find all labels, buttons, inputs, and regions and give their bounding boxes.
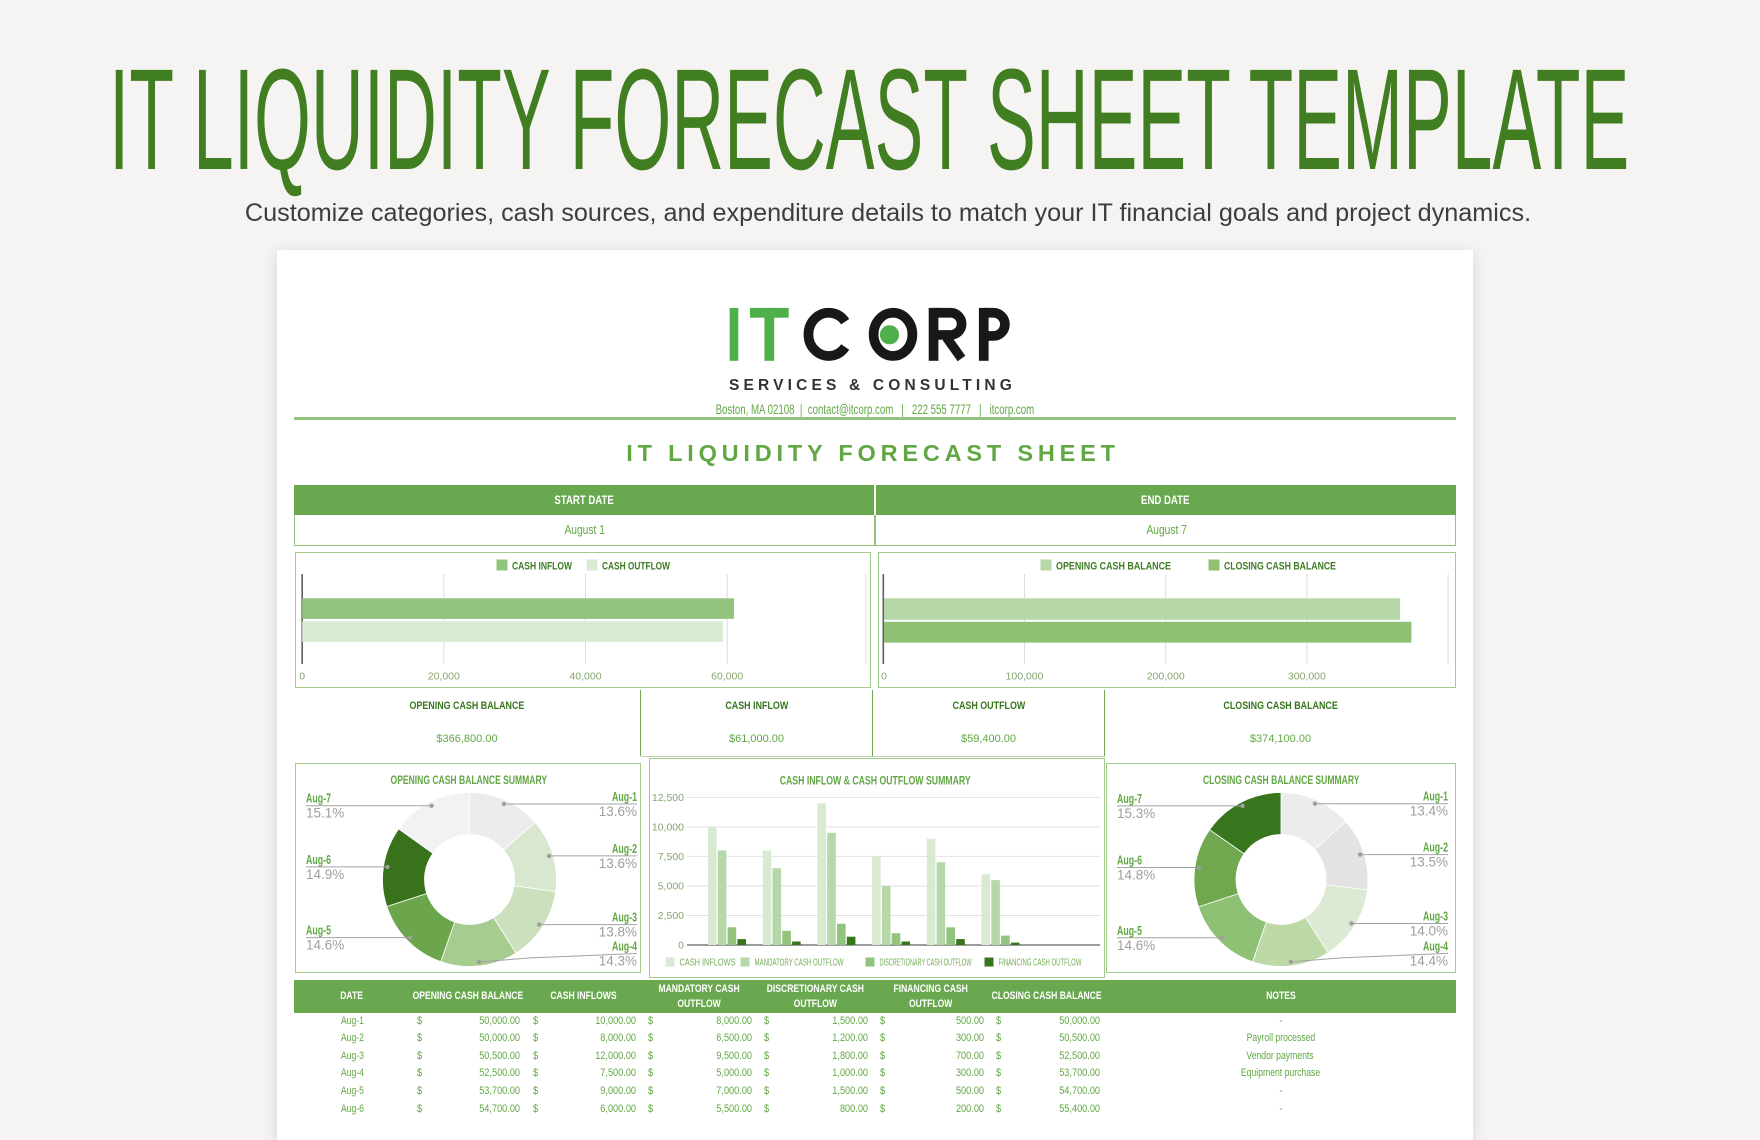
svg-text:10,000: 10,000	[652, 821, 684, 833]
svg-text:2,500: 2,500	[658, 910, 684, 922]
svg-text:CASH INFLOW: CASH INFLOW	[512, 561, 572, 573]
svg-text:Aug-7: Aug-7	[306, 791, 331, 806]
svg-text:0: 0	[881, 671, 887, 683]
svg-text:CLOSING CASH BALANCE SUMMARY: CLOSING CASH BALANCE SUMMARY	[1203, 775, 1360, 787]
svg-text:7,500: 7,500	[658, 851, 684, 863]
svg-text:13.5%: 13.5%	[1410, 855, 1448, 870]
svg-text:13.4%: 13.4%	[1410, 804, 1448, 819]
svg-text:14.0%: 14.0%	[1410, 924, 1448, 939]
svg-text:14.4%: 14.4%	[1410, 953, 1448, 968]
svg-text:CASH OUTFLOW: CASH OUTFLOW	[602, 561, 670, 573]
svg-text:OPENING CASH BALANCE SUMMARY: OPENING CASH BALANCE SUMMARY	[391, 775, 548, 787]
svg-text:Aug-2: Aug-2	[1423, 840, 1448, 855]
svg-text:15.1%: 15.1%	[306, 806, 344, 821]
svg-text:300,000: 300,000	[1288, 671, 1326, 683]
svg-text:0: 0	[678, 940, 684, 952]
svg-text:14.3%: 14.3%	[599, 954, 637, 969]
svg-text:Aug-1: Aug-1	[1423, 789, 1448, 804]
svg-text:14.9%: 14.9%	[306, 867, 344, 882]
svg-text:200,000: 200,000	[1147, 671, 1185, 683]
svg-text:0: 0	[299, 671, 305, 683]
svg-text:14.6%: 14.6%	[1117, 938, 1155, 953]
svg-text:Aug-6: Aug-6	[306, 852, 331, 867]
svg-text:CASH INFLOWS: CASH INFLOWS	[680, 958, 736, 969]
svg-text:MANDATORY CASH OUTFLOW: MANDATORY CASH OUTFLOW	[755, 958, 844, 969]
svg-text:FINANCING CASH OUTFLOW: FINANCING CASH OUTFLOW	[999, 958, 1082, 969]
svg-text:CLOSING CASH BALANCE: CLOSING CASH BALANCE	[1224, 561, 1336, 573]
svg-text:20,000: 20,000	[428, 671, 460, 683]
svg-text:13.6%: 13.6%	[599, 856, 637, 871]
svg-text:100,000: 100,000	[1006, 671, 1044, 683]
svg-text:DISCRETIONARY CASH OUTFLOW: DISCRETIONARY CASH OUTFLOW	[880, 958, 972, 969]
svg-text:Aug-3: Aug-3	[612, 910, 637, 925]
svg-text:Aug-7: Aug-7	[1117, 791, 1142, 806]
svg-text:60,000: 60,000	[711, 671, 743, 683]
svg-text:Aug-5: Aug-5	[1117, 923, 1142, 938]
svg-text:OPENING CASH BALANCE: OPENING CASH BALANCE	[1056, 561, 1171, 573]
svg-text:Aug-6: Aug-6	[1117, 853, 1142, 868]
svg-text:13.8%: 13.8%	[599, 925, 637, 940]
svg-text:Aug-1: Aug-1	[612, 789, 637, 804]
svg-text:13.6%: 13.6%	[599, 804, 637, 819]
svg-text:14.8%: 14.8%	[1117, 868, 1155, 883]
svg-text:5,000: 5,000	[658, 881, 684, 893]
svg-text:Aug-4: Aug-4	[612, 939, 638, 954]
svg-text:Aug-4: Aug-4	[1423, 938, 1449, 953]
svg-text:14.6%: 14.6%	[306, 938, 344, 953]
svg-text:15.3%: 15.3%	[1117, 806, 1155, 821]
svg-text:Aug-3: Aug-3	[1423, 909, 1448, 924]
svg-text:Aug-5: Aug-5	[306, 923, 331, 938]
svg-text:CASH INFLOW & CASH OUTFLOW SUM: CASH INFLOW & CASH OUTFLOW SUMMARY	[780, 776, 971, 788]
svg-text:40,000: 40,000	[569, 671, 601, 683]
svg-text:12,500: 12,500	[652, 792, 684, 804]
svg-text:Aug-2: Aug-2	[612, 841, 637, 856]
